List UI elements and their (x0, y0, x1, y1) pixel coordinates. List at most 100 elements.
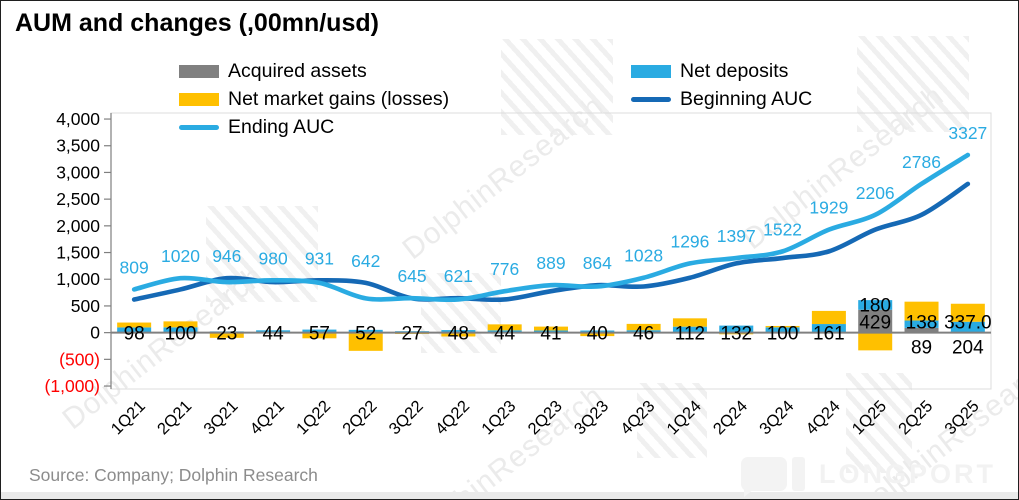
legend-item-net-market-gains: Net market gains (losses) (179, 87, 631, 112)
bar-segment (811, 324, 846, 333)
ending-auc-label: 1522 (763, 219, 802, 239)
bar-segment (765, 327, 800, 333)
beginning-auc-line-swatch-icon (631, 97, 671, 102)
bar-segment (117, 327, 152, 333)
x-axis-label: 4Q21 (247, 397, 288, 438)
hatch-watermark (421, 273, 501, 353)
x-axis-label: 4Q24 (802, 397, 843, 438)
x-axis-label: 1Q23 (478, 397, 519, 438)
bar-value-label: 41 (540, 324, 561, 345)
x-axis-label: 4Q23 (617, 397, 658, 438)
bar-value-label: 132 (720, 324, 752, 345)
page-title: AUM and changes (,00mn/usd) (15, 9, 379, 37)
x-axis-label: 3Q21 (200, 397, 241, 438)
bar-segment (904, 327, 939, 333)
ending-auc-label: 946 (212, 246, 241, 266)
bar-value-label: 52 (355, 324, 376, 345)
longport-bubble-icon (741, 457, 787, 497)
bar-segment (626, 323, 661, 331)
bar-value-label: 100 (165, 324, 197, 345)
y-tick-label: (1,000) (45, 376, 100, 396)
bar-segment (163, 321, 198, 328)
x-axis-label: 3Q24 (756, 397, 797, 438)
ending-auc-label: 642 (351, 251, 380, 271)
bar-value-label: 46 (633, 324, 654, 345)
x-axis-label: 1Q25 (849, 397, 890, 438)
legend-label: Net deposits (680, 60, 789, 82)
ending-auc-label: 2786 (902, 152, 941, 172)
x-axis-label: 2Q22 (339, 397, 380, 438)
ending-auc-label: 864 (583, 253, 612, 273)
longport-wordmark: LONGPORT (819, 458, 996, 489)
x-axis-label: 2Q23 (525, 397, 566, 438)
bar-value-label: 112 (675, 324, 705, 345)
y-tick-label: 0 (90, 323, 100, 343)
bar-value-label: 98 (124, 324, 145, 345)
y-tick-label: 1,500 (56, 243, 100, 263)
bar-value-label: 44 (494, 324, 516, 345)
legend-item-net-deposits: Net deposits (631, 59, 812, 84)
bar-value-label: 44 (263, 324, 285, 345)
x-axis-label: 3Q25 (941, 397, 982, 438)
ending-auc-label: 645 (397, 266, 426, 286)
bar-segment (348, 332, 383, 351)
hatch-watermark (501, 39, 613, 135)
legend-item-acquired-assets: Acquired assets (179, 59, 631, 84)
y-tick-label: 2,000 (56, 216, 100, 236)
bar-segment (487, 330, 522, 333)
ending-auc-line (131, 152, 971, 303)
hatch-watermark (637, 383, 707, 458)
bar-segment (302, 329, 337, 333)
y-tick-label: 500 (71, 296, 100, 316)
bar-value-label: 40 (587, 324, 608, 345)
bar-segment (811, 310, 846, 325)
y-tick-label: (500) (59, 349, 100, 369)
y-tick-label: 1,000 (56, 269, 100, 289)
bar-segment (441, 330, 476, 333)
bar-value-label: 23 (216, 324, 237, 345)
ending-auc-label: 3327 (948, 123, 987, 143)
bar-segment (858, 309, 893, 333)
bar-segment (302, 332, 337, 339)
ending-auc-label: 980 (259, 248, 288, 268)
bar-segment (950, 303, 985, 322)
y-tick-label: 2,500 (56, 189, 100, 209)
bar-value-label: 57 (309, 324, 330, 345)
bar-value-label: 161 (813, 324, 845, 345)
ending-auc-label: 1296 (670, 231, 709, 251)
bar-segment (117, 322, 152, 328)
x-axis-label: 2Q24 (710, 397, 751, 438)
bar-segment (580, 332, 615, 337)
legend-item-beginning-auc: Beginning AUC (631, 87, 812, 112)
bar-segment (765, 325, 800, 328)
legend-label: Ending AUC (228, 116, 335, 138)
bar-segment (904, 320, 939, 328)
hatch-watermark (857, 36, 969, 132)
bar-segment (672, 326, 707, 333)
bar-segment (534, 330, 568, 333)
x-axis-label: 2Q25 (895, 397, 936, 438)
x-axis-label: 4Q22 (432, 397, 473, 438)
bar-value-label: 138 (906, 313, 938, 334)
bar-value-label: 429 (859, 313, 891, 334)
ending-auc-labels: 809 1020 946 980 931 642 645 621 776 889 864 1028 12… (120, 123, 988, 286)
ending-auc-label: 889 (536, 253, 565, 273)
ending-auc-label: 1929 (809, 198, 848, 218)
ending-auc-label: 809 (120, 257, 149, 277)
x-axis-label: 1Q21 (108, 397, 149, 438)
bar-value-labels: 98 100 23 44 57 52 27 48 44 41 40 46 112 132 100 161 180… (124, 296, 992, 359)
bar-segment (626, 330, 661, 333)
y-tick-label: 3,500 (56, 136, 100, 156)
ending-auc-label: 621 (444, 266, 473, 286)
net-market-gains-swatch-icon (179, 93, 219, 106)
bar-series (117, 300, 985, 351)
legend-label: Beginning AUC (680, 88, 813, 110)
ending-auc-label: 1397 (717, 226, 756, 246)
ending-auc-label: 776 (490, 259, 519, 279)
x-axis-label: 3Q22 (386, 397, 427, 438)
legend-item-ending-auc: Ending AUC (179, 115, 631, 140)
bar-value-label: 27 (401, 324, 422, 345)
longport-logo: LONGPORT (741, 457, 996, 497)
hatch-watermark (846, 373, 912, 473)
